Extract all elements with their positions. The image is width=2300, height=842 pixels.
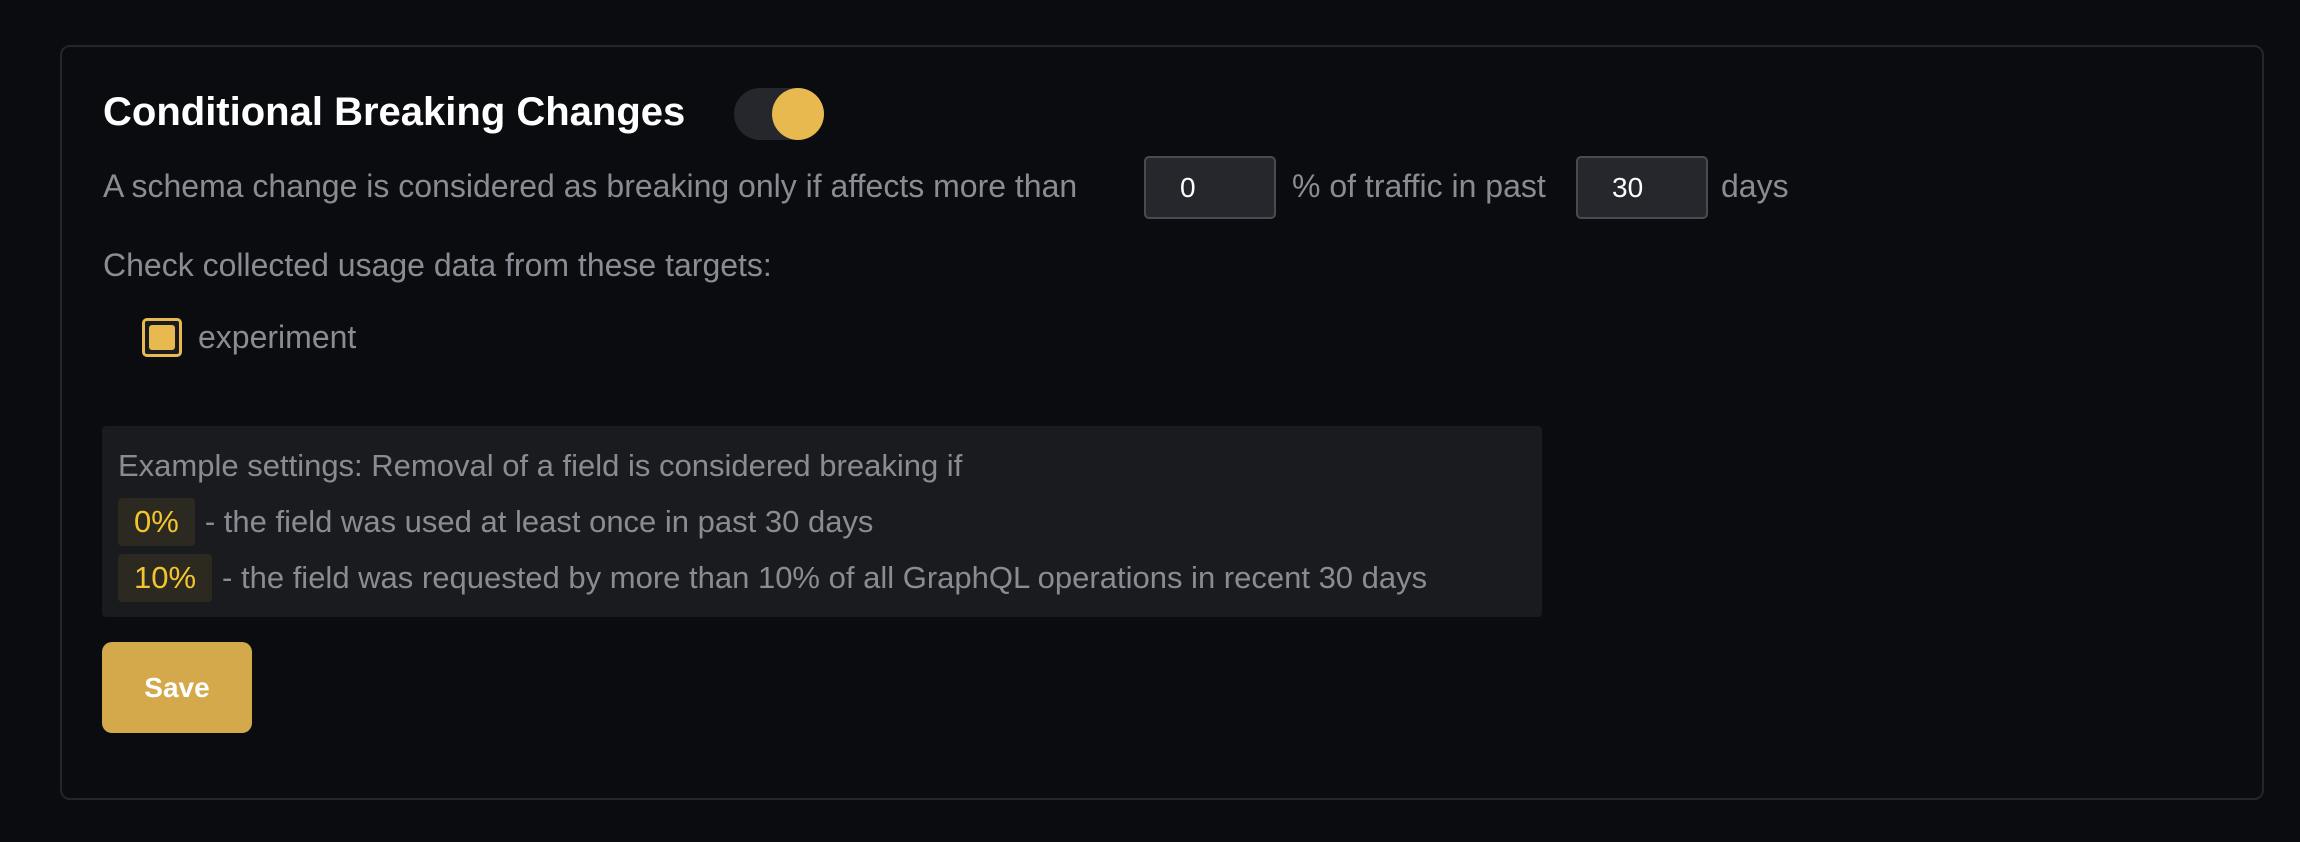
description-before: A schema change is considered as breakin… [103,168,1078,204]
toggle-knob [772,88,824,140]
example-badge: 10% [118,554,213,602]
example-heading: Example settings: Removal of a field is … [118,448,963,483]
days-input[interactable] [1576,156,1708,219]
section-title: Conditional Breaking Changes [103,90,686,134]
check-mark-icon [149,325,175,350]
example-text: - the field was used at least once in pa… [204,504,874,539]
example-settings-box: Example settings: Removal of a field is … [102,426,1542,617]
description-after: days [1721,168,1789,204]
description-middle: % of traffic in past [1292,168,1546,204]
example-row: 0% - the field was used at least once in … [118,498,873,546]
example-badge: 0% [118,498,195,546]
enable-toggle[interactable] [734,88,824,140]
target-checkbox-experiment[interactable] [142,318,182,357]
conditional-breaking-changes-card [60,45,2264,800]
example-row: 10% - the field was requested by more tha… [118,554,1427,602]
save-button[interactable]: Save [102,642,252,733]
target-label-experiment: experiment [198,319,357,355]
example-text: - the field was requested by more than 1… [222,560,1428,595]
targets-label: Check collected usage data from these ta… [103,247,772,283]
percentage-input[interactable] [1144,156,1276,219]
